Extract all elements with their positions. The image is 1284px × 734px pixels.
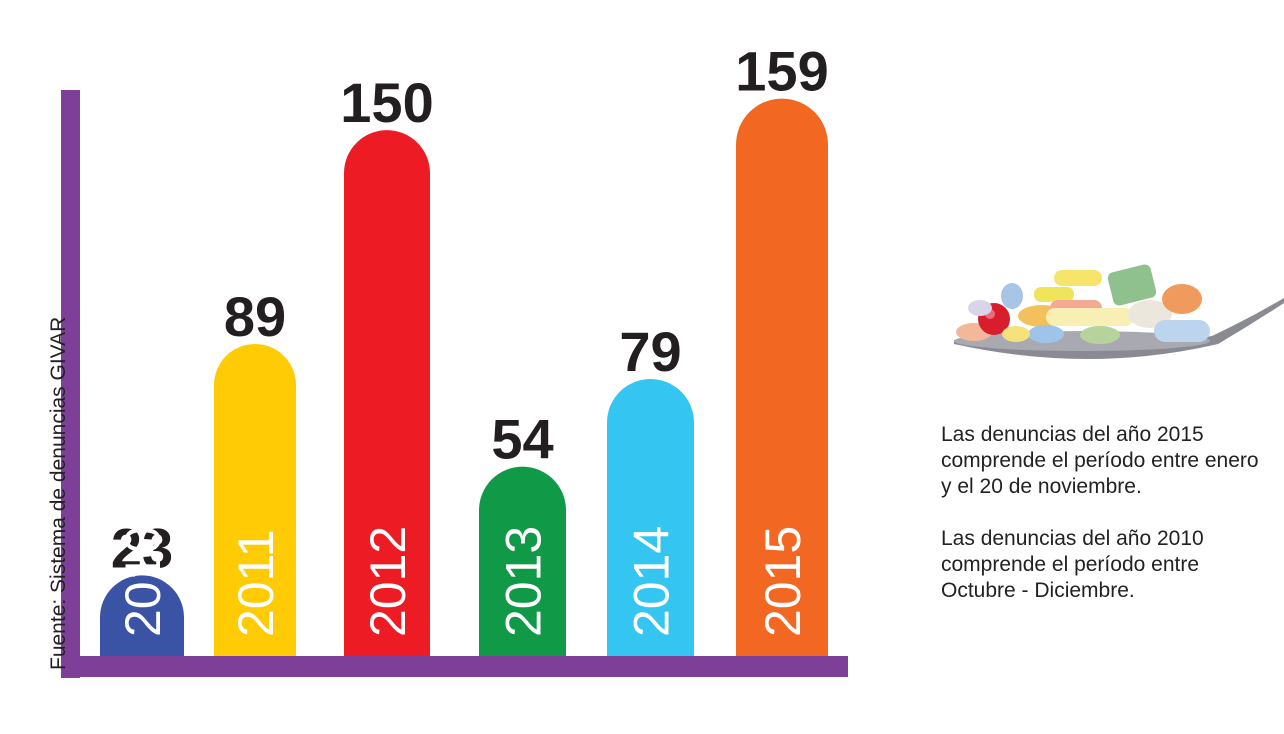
bar-2015 [736, 98, 828, 657]
note-2015: Las denuncias del año 2015 comprende el … [941, 423, 1259, 498]
category-label-2015: 2015 [755, 526, 811, 637]
bar-2012 [344, 130, 430, 656]
category-label-2013: 2013 [496, 526, 552, 637]
y-axis-line [61, 90, 80, 678]
category-label-2014: 2014 [624, 526, 680, 637]
source-note: Fuente: Sistema de denuncias GIVAR [47, 316, 70, 670]
notes-panel: Las denuncias del año 2015 comprende el … [941, 422, 1271, 630]
value-label-2011: 89 [224, 285, 286, 348]
value-label-2014: 79 [619, 320, 681, 383]
bar-2011 [214, 343, 296, 656]
value-label-2013: 54 [491, 408, 553, 471]
value-label-2015: 159 [735, 40, 828, 103]
pills-on-spoon-image [954, 264, 1284, 359]
category-label-2011: 2011 [228, 529, 284, 637]
bar-2013 [479, 466, 566, 656]
bar-2014 [607, 379, 694, 656]
value-label-2012: 150 [340, 71, 433, 134]
note-2010: Las denuncias del año 2010 comprende el … [941, 527, 1204, 602]
value-label-2010: 23 [111, 516, 173, 579]
category-label-2010: 2010 [115, 526, 171, 637]
bar-2010 [100, 575, 184, 656]
x-axis-line [61, 656, 848, 677]
category-label-2012: 2012 [360, 526, 416, 637]
